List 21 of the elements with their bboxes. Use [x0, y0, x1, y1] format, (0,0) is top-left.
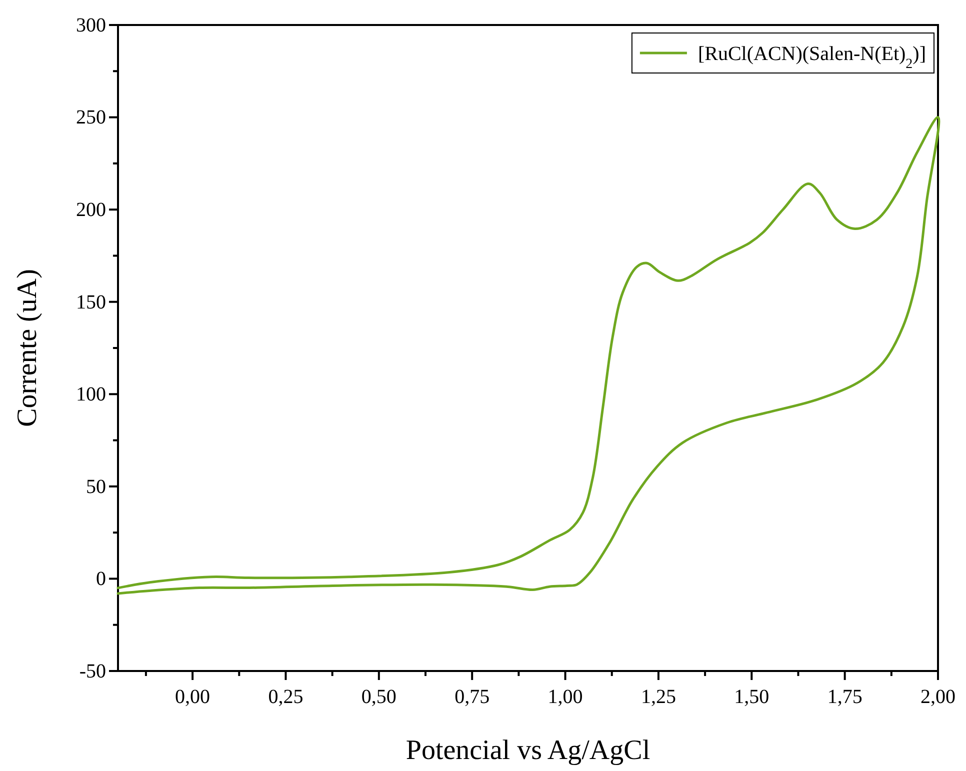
x-tick-label: 0,25	[268, 686, 304, 708]
y-tick-label: 150	[76, 291, 106, 314]
x-tick-label: 1,25	[640, 686, 676, 708]
legend-label: [RuCl(ACN)(Salen-N(Et)$_{2}$)]	[698, 43, 926, 72]
x-tick-label: 0,00	[175, 686, 210, 708]
x-tick-label: 1,00	[548, 686, 583, 708]
x-tick-label: 1,75	[827, 686, 862, 708]
x-tick-label: 1,50	[734, 686, 770, 708]
line-series	[116, 116, 940, 595]
y-tick-label: 250	[76, 106, 106, 129]
y-tick-label: -50	[79, 660, 106, 682]
x-tick-label: 0,50	[361, 686, 396, 708]
y-tick-label: 0	[96, 568, 106, 590]
x-axis-title: Potencial vs Ag/AgCl	[406, 735, 650, 766]
x-tick-label: 2,00	[920, 686, 956, 708]
x-tick-label: 0,75	[454, 686, 490, 708]
y-tick-label: 50	[86, 476, 106, 498]
y-axis-title: Corrente (uA)	[12, 269, 43, 427]
y-tick-label: 200	[76, 198, 106, 221]
y-tick-label: 300	[76, 14, 106, 36]
y-tick-label: 100	[76, 384, 106, 406]
